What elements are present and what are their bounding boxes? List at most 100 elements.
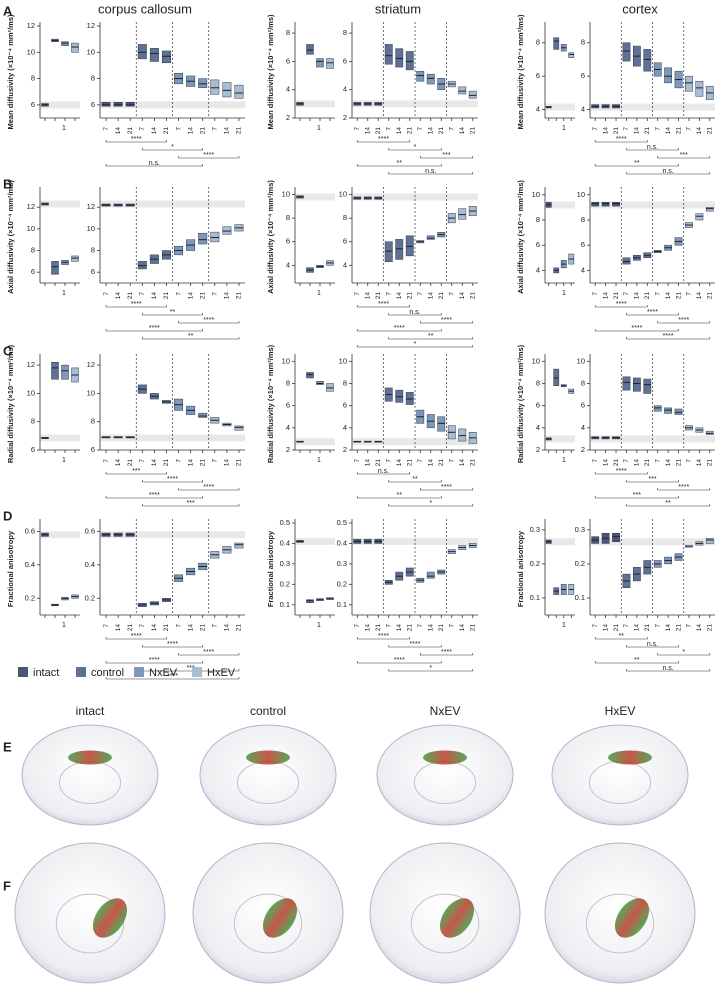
x-tick-label: 7 [103,127,110,131]
box [553,368,560,386]
significance-bracket [105,164,204,167]
y-tick-label: 8 [581,378,585,387]
box [553,37,560,50]
x-tick-label: 7 [139,292,146,296]
x-tick-label: 7 [623,459,630,463]
significance-bracket [594,140,648,143]
x-tick-label: 21 [644,459,651,467]
box [601,202,610,207]
x-tick-label: 7 [139,624,146,628]
y-tick-label: 6 [91,267,95,276]
x-tick-label: 14 [459,127,466,135]
x-tick-label: 21 [469,292,476,300]
y-tick-label: 0.6 [85,526,95,535]
x-tick-label: 14 [115,292,122,300]
x-tick-label: 7 [686,624,693,628]
y-tick-label: 8 [581,215,585,224]
significance-bracket [594,164,679,167]
y-tick-label: 0.1 [530,593,540,602]
intact-band [352,438,478,446]
y-tick-label: 6 [581,71,585,80]
significance-bracket [141,148,204,151]
y-tick-label: 6 [536,401,540,410]
significance-label: **** [616,136,627,143]
significance-bracket [105,472,167,475]
box [149,48,159,62]
y-tick-label: 0.2 [85,593,95,602]
x-tick-label: 21 [707,459,714,467]
x-tick-label: 14 [115,127,122,135]
y-tick-label: 10 [87,224,95,233]
x-tick-label: 21 [236,127,243,135]
intact-band [545,103,575,111]
significance-label: ** [619,633,625,640]
x-tick-label: 21 [163,127,170,135]
x-tick-label: 7 [354,292,361,296]
y-axis-label: Mean diffusivity (×10⁻⁴ mm²/ms) [6,14,15,129]
x-tick-label: 21 [613,292,620,300]
x-tick-label: 21 [675,292,682,300]
x-tick-label: 21 [406,624,413,632]
box [643,49,652,72]
box [113,101,123,107]
significance-bracket [626,645,679,648]
intact-band [100,101,245,109]
significance-label: **** [131,301,142,308]
significance-bracket [388,504,474,507]
y-tick-label: 4 [343,85,347,94]
x-tick-label: 14 [665,127,672,135]
x-tick-label: 14 [187,459,194,467]
brain-outline [199,724,337,826]
x-tick-label: 7 [103,459,110,463]
x-tick-label: 21 [438,459,445,467]
significance-label: **** [378,633,389,640]
significance-label: ** [634,160,640,167]
x-tick-label: 21 [236,459,243,467]
x-tick-label: 21 [199,292,206,300]
significance-bracket [594,496,679,499]
legend-label: HxEV [207,667,236,679]
significance-bracket [105,661,204,664]
y-tick-label: 0.3 [337,559,347,568]
significance-label: **** [203,317,214,324]
image-label: control [250,704,286,718]
x-tick-label: 14 [364,127,371,135]
box [198,412,208,418]
x-tick-label: 7 [385,624,392,628]
legend-swatch [192,667,202,677]
significance-bracket [356,345,474,348]
significance-bracket [178,488,240,491]
significance-label: **** [631,325,642,332]
x-tick-label: 7 [417,127,424,131]
significance-label: * [429,665,432,672]
x-tick-label: 7 [654,292,661,296]
significance-label: **** [131,136,142,143]
y-tick-label: 0.3 [575,525,585,534]
brain-ventricle [410,893,480,954]
significance-bracket [388,645,442,648]
box [306,599,314,603]
y-tick-label: 8 [31,417,35,426]
box [674,408,683,415]
significance-bracket [388,669,474,672]
box [705,430,714,435]
significance-bracket [626,669,711,672]
y-tick-label: 4 [536,265,540,274]
significance-label: ** [412,476,418,483]
x-tick-label: 1 [562,457,566,464]
box [316,58,324,68]
x-tick-label: 21 [127,292,134,300]
box [306,44,314,55]
x-tick-label: 21 [469,127,476,135]
significance-label: * [171,144,174,151]
x-tick-label: 21 [707,292,714,300]
box [653,405,662,412]
y-tick-label: 8 [581,38,585,47]
x-tick-label: 14 [427,127,434,135]
legend-label: intact [33,667,59,679]
fiber-tract [608,750,652,765]
significance-label: **** [203,649,214,656]
x-tick-label: 14 [396,127,403,135]
x-tick-label: 14 [224,292,231,300]
x-tick-label: 7 [417,292,424,296]
